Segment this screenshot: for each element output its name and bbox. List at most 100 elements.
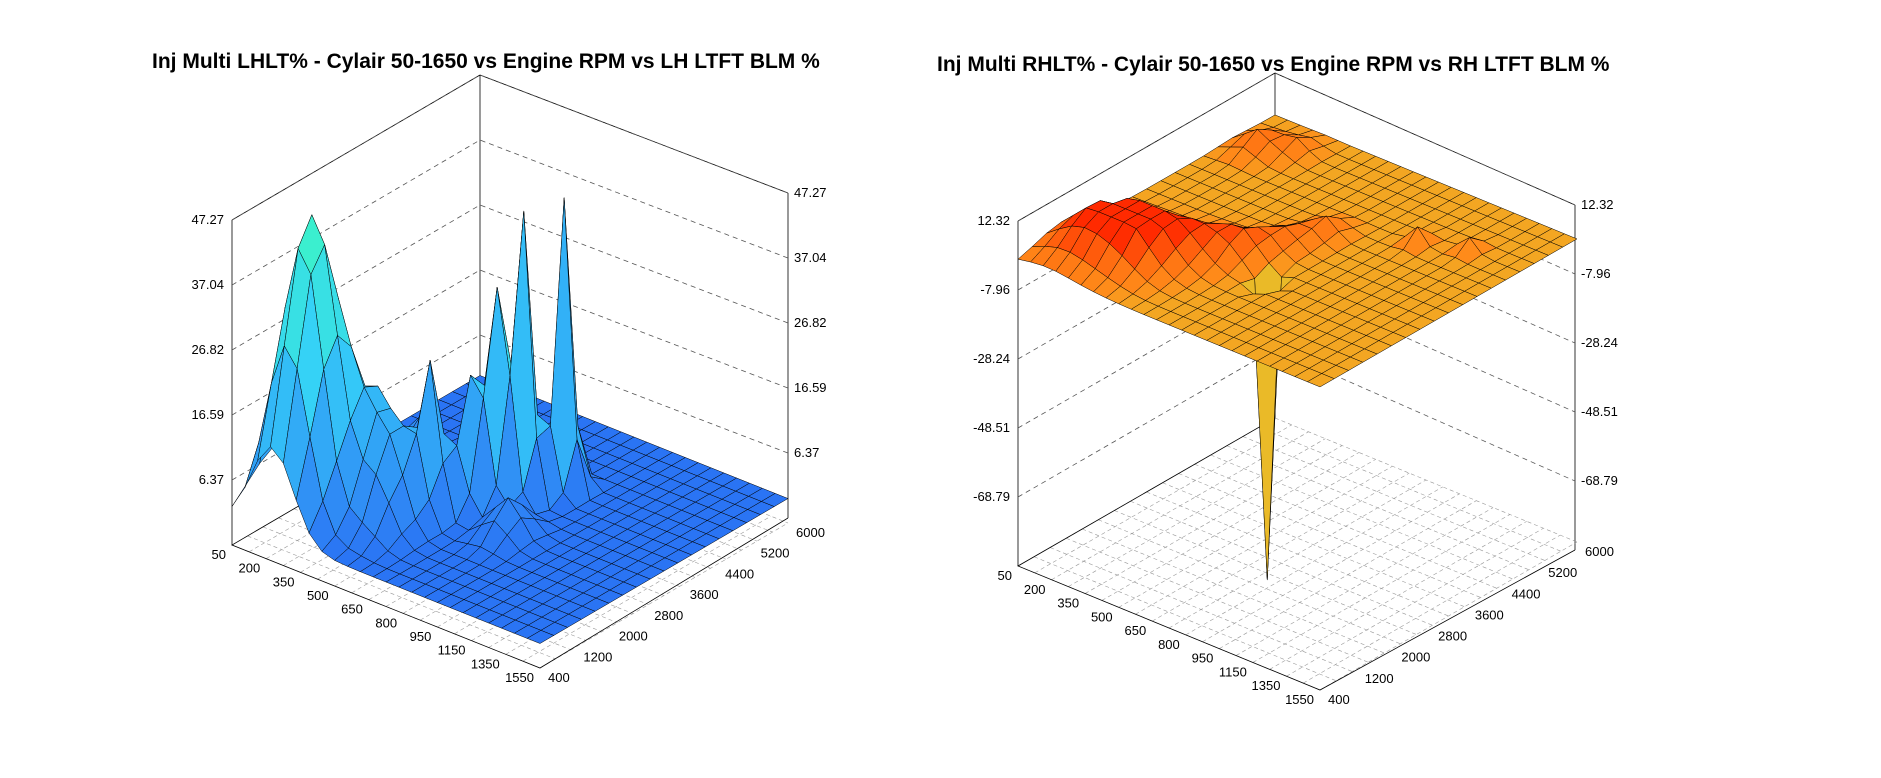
right-chart-title: Inj Multi RHLT% - Cylair 50-1650 vs Engi… bbox=[937, 53, 1610, 76]
chart-0-group: 6.37 6.37 16.59 16.59 26.82 26.82 37.04 37.04 47… bbox=[191, 74, 827, 685]
z-tick-label-left: -48.51 bbox=[973, 420, 1010, 435]
x-tick-label: 500 bbox=[307, 588, 329, 603]
floor-gridline bbox=[1242, 436, 1545, 561]
x-tick-label: 1550 bbox=[505, 670, 534, 685]
x-tick-label: 200 bbox=[239, 561, 261, 576]
floor-gridline bbox=[1235, 507, 1494, 656]
z-tick-label-right: 16.59 bbox=[794, 380, 827, 395]
x-tick-label: 1550 bbox=[1285, 692, 1314, 707]
z-tick-label-right: 6.37 bbox=[794, 445, 819, 460]
x-tick-label: 50 bbox=[998, 568, 1012, 583]
z-tick-label-right: 47.27 bbox=[794, 185, 827, 200]
y-tick-label: 2000 bbox=[1401, 650, 1430, 665]
floor-gridline bbox=[1146, 491, 1449, 617]
floor-gridline bbox=[1130, 500, 1433, 626]
floor-gridline bbox=[1034, 424, 1292, 574]
floor-gridline bbox=[1050, 547, 1353, 672]
z-tick-label-right: -48.51 bbox=[1581, 404, 1618, 419]
y-tick-label: 400 bbox=[1328, 692, 1350, 707]
floor-gridline bbox=[1258, 426, 1562, 552]
floor-gridline bbox=[1082, 528, 1385, 654]
y-tick-label: 4400 bbox=[725, 566, 754, 581]
x-tick-label: 1350 bbox=[471, 656, 500, 671]
x-tick-label: 500 bbox=[1091, 609, 1113, 624]
floor-gridline bbox=[1194, 463, 1497, 589]
floor-gridline bbox=[1178, 473, 1481, 598]
z-gridline bbox=[1017, 348, 1576, 498]
floor-gridline bbox=[1274, 417, 1578, 543]
floor-gridline bbox=[1162, 482, 1465, 608]
z-tick-label-left: 47.27 bbox=[191, 212, 224, 227]
chart-1-group: -68.79 -68.79 -48.51 -48.51 -28.24 -28.24 -7.9… bbox=[973, 72, 1618, 707]
x-tick-label: 800 bbox=[375, 615, 397, 630]
x-tick-label: 1150 bbox=[438, 643, 466, 658]
x-tick-label: 650 bbox=[341, 602, 363, 617]
z-gridline bbox=[1017, 279, 1576, 429]
floor-gridline bbox=[1066, 537, 1369, 663]
z-tick-label-right: -68.79 bbox=[1581, 473, 1618, 488]
z-tick-label-right: -28.24 bbox=[1581, 335, 1618, 350]
x-tick-label: 650 bbox=[1125, 623, 1147, 638]
z-gridline bbox=[231, 269, 789, 416]
y-tick-label: 5200 bbox=[1548, 565, 1577, 580]
surface-cell bbox=[526, 630, 555, 644]
y-tick-label: 2000 bbox=[619, 629, 648, 644]
z-gridline bbox=[231, 204, 789, 351]
x-tick-label: 1350 bbox=[1252, 678, 1281, 693]
z-tick-label-left: 6.37 bbox=[199, 472, 224, 487]
y-tick-label: 6000 bbox=[796, 525, 825, 540]
y-tick-label: 4400 bbox=[1512, 586, 1541, 601]
z-tick-label-left: -7.96 bbox=[980, 282, 1010, 297]
y-tick-label: 1200 bbox=[583, 649, 612, 664]
floor-gridline bbox=[1152, 472, 1410, 622]
floor-gridline bbox=[1269, 521, 1527, 670]
x-tick-label: 950 bbox=[1192, 651, 1214, 666]
surface-cell bbox=[1306, 373, 1335, 388]
floor-gridline bbox=[1101, 452, 1360, 601]
x-tick-label: 50 bbox=[212, 547, 226, 562]
y-tick-label: 3600 bbox=[690, 587, 719, 602]
floor-gridline bbox=[247, 535, 556, 660]
surface-mesh bbox=[1017, 114, 1578, 581]
z-gridline bbox=[231, 139, 789, 286]
z-gridline bbox=[1017, 210, 1576, 360]
z-tick-label-left: 26.82 bbox=[191, 342, 224, 357]
floor-gridline bbox=[522, 515, 772, 662]
y-tick-label: 2800 bbox=[654, 608, 683, 623]
x-tick-label: 800 bbox=[1158, 637, 1180, 652]
x-tick-label: 350 bbox=[1057, 596, 1079, 611]
z-tick-label-right: -7.96 bbox=[1581, 266, 1611, 281]
y-tick-label: 1200 bbox=[1365, 671, 1394, 686]
y-tick-label: 400 bbox=[548, 670, 570, 685]
z-tick-label-right: 37.04 bbox=[794, 250, 827, 265]
floor-gridline bbox=[1114, 510, 1417, 635]
surface-mesh bbox=[231, 197, 789, 644]
z-tick-label-left: 12.32 bbox=[977, 213, 1010, 228]
z-tick-label-left: 37.04 bbox=[191, 277, 224, 292]
floor-gridline bbox=[1319, 541, 1578, 691]
z-gridline bbox=[231, 334, 789, 481]
z-tick-label-left: -28.24 bbox=[973, 351, 1010, 366]
floor-gridline bbox=[1098, 519, 1401, 645]
floor-gridline bbox=[1068, 438, 1326, 587]
z-tick-label-right: 26.82 bbox=[794, 315, 827, 330]
floor-gridline bbox=[1033, 556, 1337, 682]
z-gridline bbox=[231, 74, 789, 221]
x-tick-label: 950 bbox=[410, 629, 432, 644]
floor-gridline bbox=[1226, 445, 1529, 571]
z-tick-label-left: 16.59 bbox=[191, 407, 224, 422]
y-tick-label: 3600 bbox=[1475, 607, 1504, 622]
x-tick-label: 350 bbox=[273, 574, 295, 589]
y-tick-label: 2800 bbox=[1438, 629, 1467, 644]
y-tick-label: 6000 bbox=[1585, 544, 1614, 559]
y-tick-label: 5200 bbox=[761, 546, 790, 561]
left-chart-title: Inj Multi LHLT% - Cylair 50-1650 vs Engi… bbox=[152, 50, 820, 73]
floor-gridline bbox=[1210, 454, 1513, 580]
z-gridline bbox=[1017, 72, 1576, 222]
floor-outline bbox=[1017, 417, 1576, 691]
z-tick-label-left: -68.79 bbox=[973, 489, 1010, 504]
floor-gridline bbox=[1185, 486, 1443, 636]
x-tick-label: 1150 bbox=[1219, 664, 1247, 679]
